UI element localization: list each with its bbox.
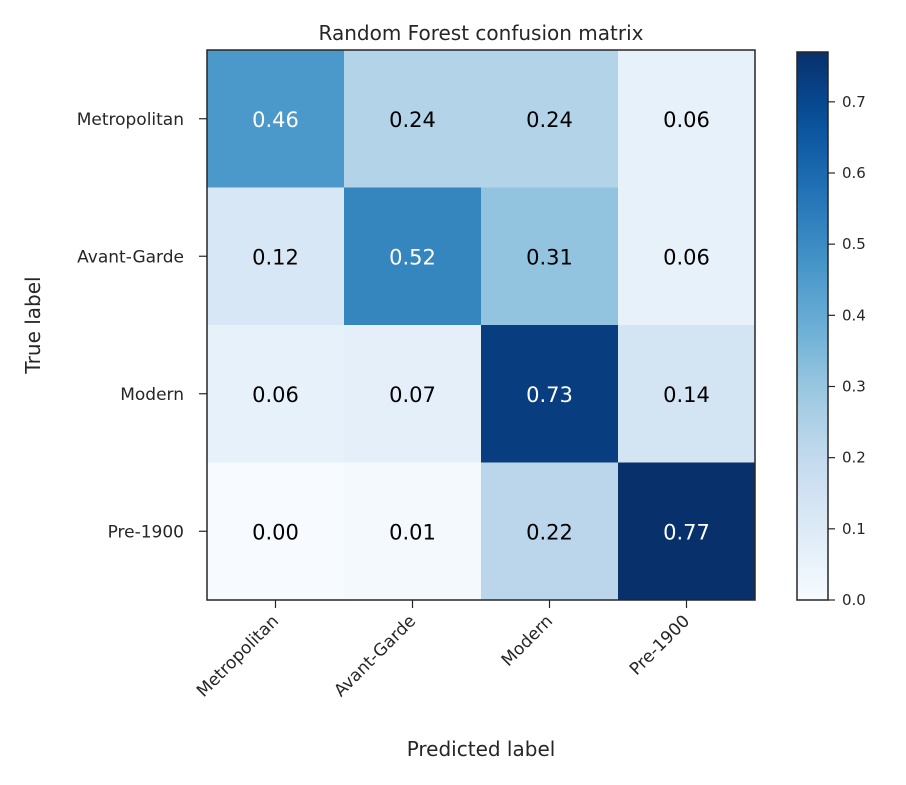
heatmap-cells — [207, 50, 756, 601]
cell-value-label: 0.52 — [389, 245, 436, 269]
cell-value-label: 0.73 — [526, 383, 573, 407]
y-axis-ticks: Metropolitan Avant-Garde Modern Pre-1900 — [77, 110, 207, 542]
colorbar-frame — [796, 51, 829, 601]
colorbar-tick-label: 0.2 — [842, 449, 866, 467]
colorbar-ticks: 0.0 0.1 0.2 0.3 0.4 0.5 0.6 0.7 — [828, 93, 866, 609]
cell-value-label: 0.22 — [526, 520, 573, 544]
heatmap-cell — [618, 187, 756, 326]
heatmap-cell — [618, 325, 756, 463]
colorbar — [797, 52, 828, 600]
cell-value-label: 0.24 — [389, 108, 436, 132]
cell-value-label: 0.06 — [663, 108, 710, 132]
cell-value-label: 0.14 — [663, 383, 710, 407]
cell-value-label: 0.00 — [252, 520, 299, 544]
heatmap-cell — [344, 462, 482, 601]
heatmap-cell — [344, 325, 482, 463]
cell-value-label: 0.31 — [526, 245, 573, 269]
heatmap-cell — [207, 187, 345, 326]
y-tick-label: Modern — [120, 385, 184, 405]
heatmap-cell — [344, 50, 482, 188]
cell-value-label: 0.06 — [252, 383, 299, 407]
y-axis-label: True label — [21, 276, 45, 374]
plot-frame — [206, 49, 756, 601]
heatmap-cell — [618, 462, 756, 601]
x-tick-label: Modern — [498, 611, 557, 670]
heatmap-cell — [618, 50, 756, 188]
heatmap-value-labels: 0.46 0.24 0.24 0.06 0.12 0.52 0.31 0.06 0.06 0.07… — [252, 108, 710, 545]
cell-value-label: 0.07 — [389, 383, 436, 407]
heatmap-cell — [481, 187, 619, 326]
colorbar-tick-label: 0.7 — [842, 93, 866, 111]
heatmap-cell — [207, 50, 345, 188]
heatmap-cell — [481, 50, 619, 188]
colorbar-tick-label: 0.5 — [842, 235, 866, 253]
y-tick-label: Avant-Garde — [77, 247, 184, 267]
cell-value-label: 0.24 — [526, 108, 573, 132]
y-tick-label: Pre-1900 — [108, 522, 184, 542]
x-axis-label: Predicted label — [407, 737, 556, 761]
heatmap-cell — [344, 187, 482, 326]
cell-value-label: 0.06 — [663, 245, 710, 269]
heatmap-cell — [207, 325, 345, 463]
x-tick-label: Pre-1900 — [626, 611, 694, 679]
cell-value-label: 0.01 — [389, 520, 436, 544]
colorbar-tick-label: 0.3 — [842, 377, 866, 395]
x-tick-label: Avant-Garde — [330, 611, 420, 701]
colorbar-tick-label: 0.6 — [842, 164, 866, 182]
x-tick-label: Metropolitan — [193, 611, 283, 701]
heatmap-cell — [481, 462, 619, 601]
heatmap-cell — [481, 325, 619, 463]
cell-value-label: 0.46 — [252, 108, 299, 132]
cell-value-label: 0.12 — [252, 245, 299, 269]
heatmap-cell — [207, 462, 345, 601]
colorbar-tick-label: 0.1 — [842, 520, 866, 538]
colorbar-tick-label: 0.0 — [842, 591, 866, 609]
y-tick-label: Metropolitan — [77, 110, 184, 130]
colorbar-tick-label: 0.4 — [842, 306, 866, 324]
cell-value-label: 0.77 — [663, 520, 710, 544]
chart-title: Random Forest confusion matrix — [319, 21, 644, 45]
x-axis-ticks: Metropolitan Avant-Garde Modern Pre-1900 — [193, 600, 694, 701]
